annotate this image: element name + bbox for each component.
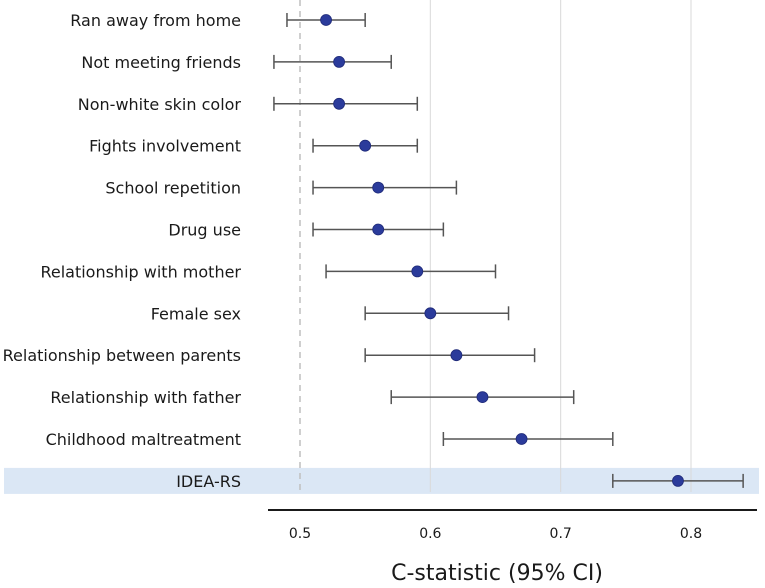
- estimate-point: [372, 181, 385, 194]
- row-label: Fights involvement: [89, 137, 241, 156]
- estimate-point: [333, 56, 346, 68]
- estimate-point: [515, 433, 528, 445]
- forest-row: Not meeting friends: [81, 53, 392, 72]
- estimate-point: [672, 474, 684, 487]
- x-tick-label: 0.8: [680, 526, 702, 542]
- row-label: School repetition: [105, 179, 241, 198]
- forest-row: Relationship with mother: [40, 262, 497, 281]
- estimate-point: [424, 307, 437, 320]
- x-tick-label: 0.7: [550, 526, 572, 542]
- row-label: Ran away from home: [70, 11, 241, 30]
- row-label: Drug use: [168, 221, 241, 240]
- row-label: Non-white skin color: [78, 95, 242, 114]
- forest-row: Drug use: [168, 221, 445, 240]
- forest-row: Non-white skin color: [78, 95, 419, 114]
- row-label: Relationship with father: [50, 388, 241, 407]
- row-label: Relationship with mother: [40, 262, 241, 281]
- forest-row: Ran away from home: [70, 11, 366, 30]
- x-axis-title: C-statistic (95% CI): [391, 561, 603, 586]
- x-tick-label: 0.6: [419, 526, 441, 542]
- estimate-point: [450, 349, 463, 362]
- row-label: Not meeting friends: [81, 53, 241, 72]
- row-label: Childhood maltreatment: [46, 430, 241, 449]
- forest-row: School repetition: [105, 179, 458, 198]
- forest-row: Relationship with father: [50, 388, 575, 407]
- grid-layer: [299, 0, 692, 492]
- estimate-point: [320, 14, 332, 26]
- forest-row: Childhood maltreatment: [46, 430, 614, 449]
- estimate-point: [372, 223, 385, 236]
- x-tick-label: 0.5: [289, 526, 311, 542]
- rows-layer: Ran away from home Not meeting friends Non…: [3, 11, 744, 491]
- forest-row: Relationship between parents: [3, 346, 536, 365]
- estimate-point: [476, 391, 489, 404]
- row-label: Female sex: [151, 304, 241, 323]
- estimate-point: [333, 97, 346, 110]
- forest-row: Fights involvement: [89, 137, 419, 156]
- row-label: IDEA-RS: [176, 472, 241, 491]
- forest-row: Female sex: [151, 304, 510, 323]
- x-axis: 0.5 0.6 0.7 0.8: [268, 509, 757, 542]
- estimate-point: [411, 265, 424, 278]
- row-label: Relationship between parents: [3, 346, 241, 365]
- estimate-point: [359, 139, 372, 152]
- forest-row: IDEA-RS: [176, 472, 744, 491]
